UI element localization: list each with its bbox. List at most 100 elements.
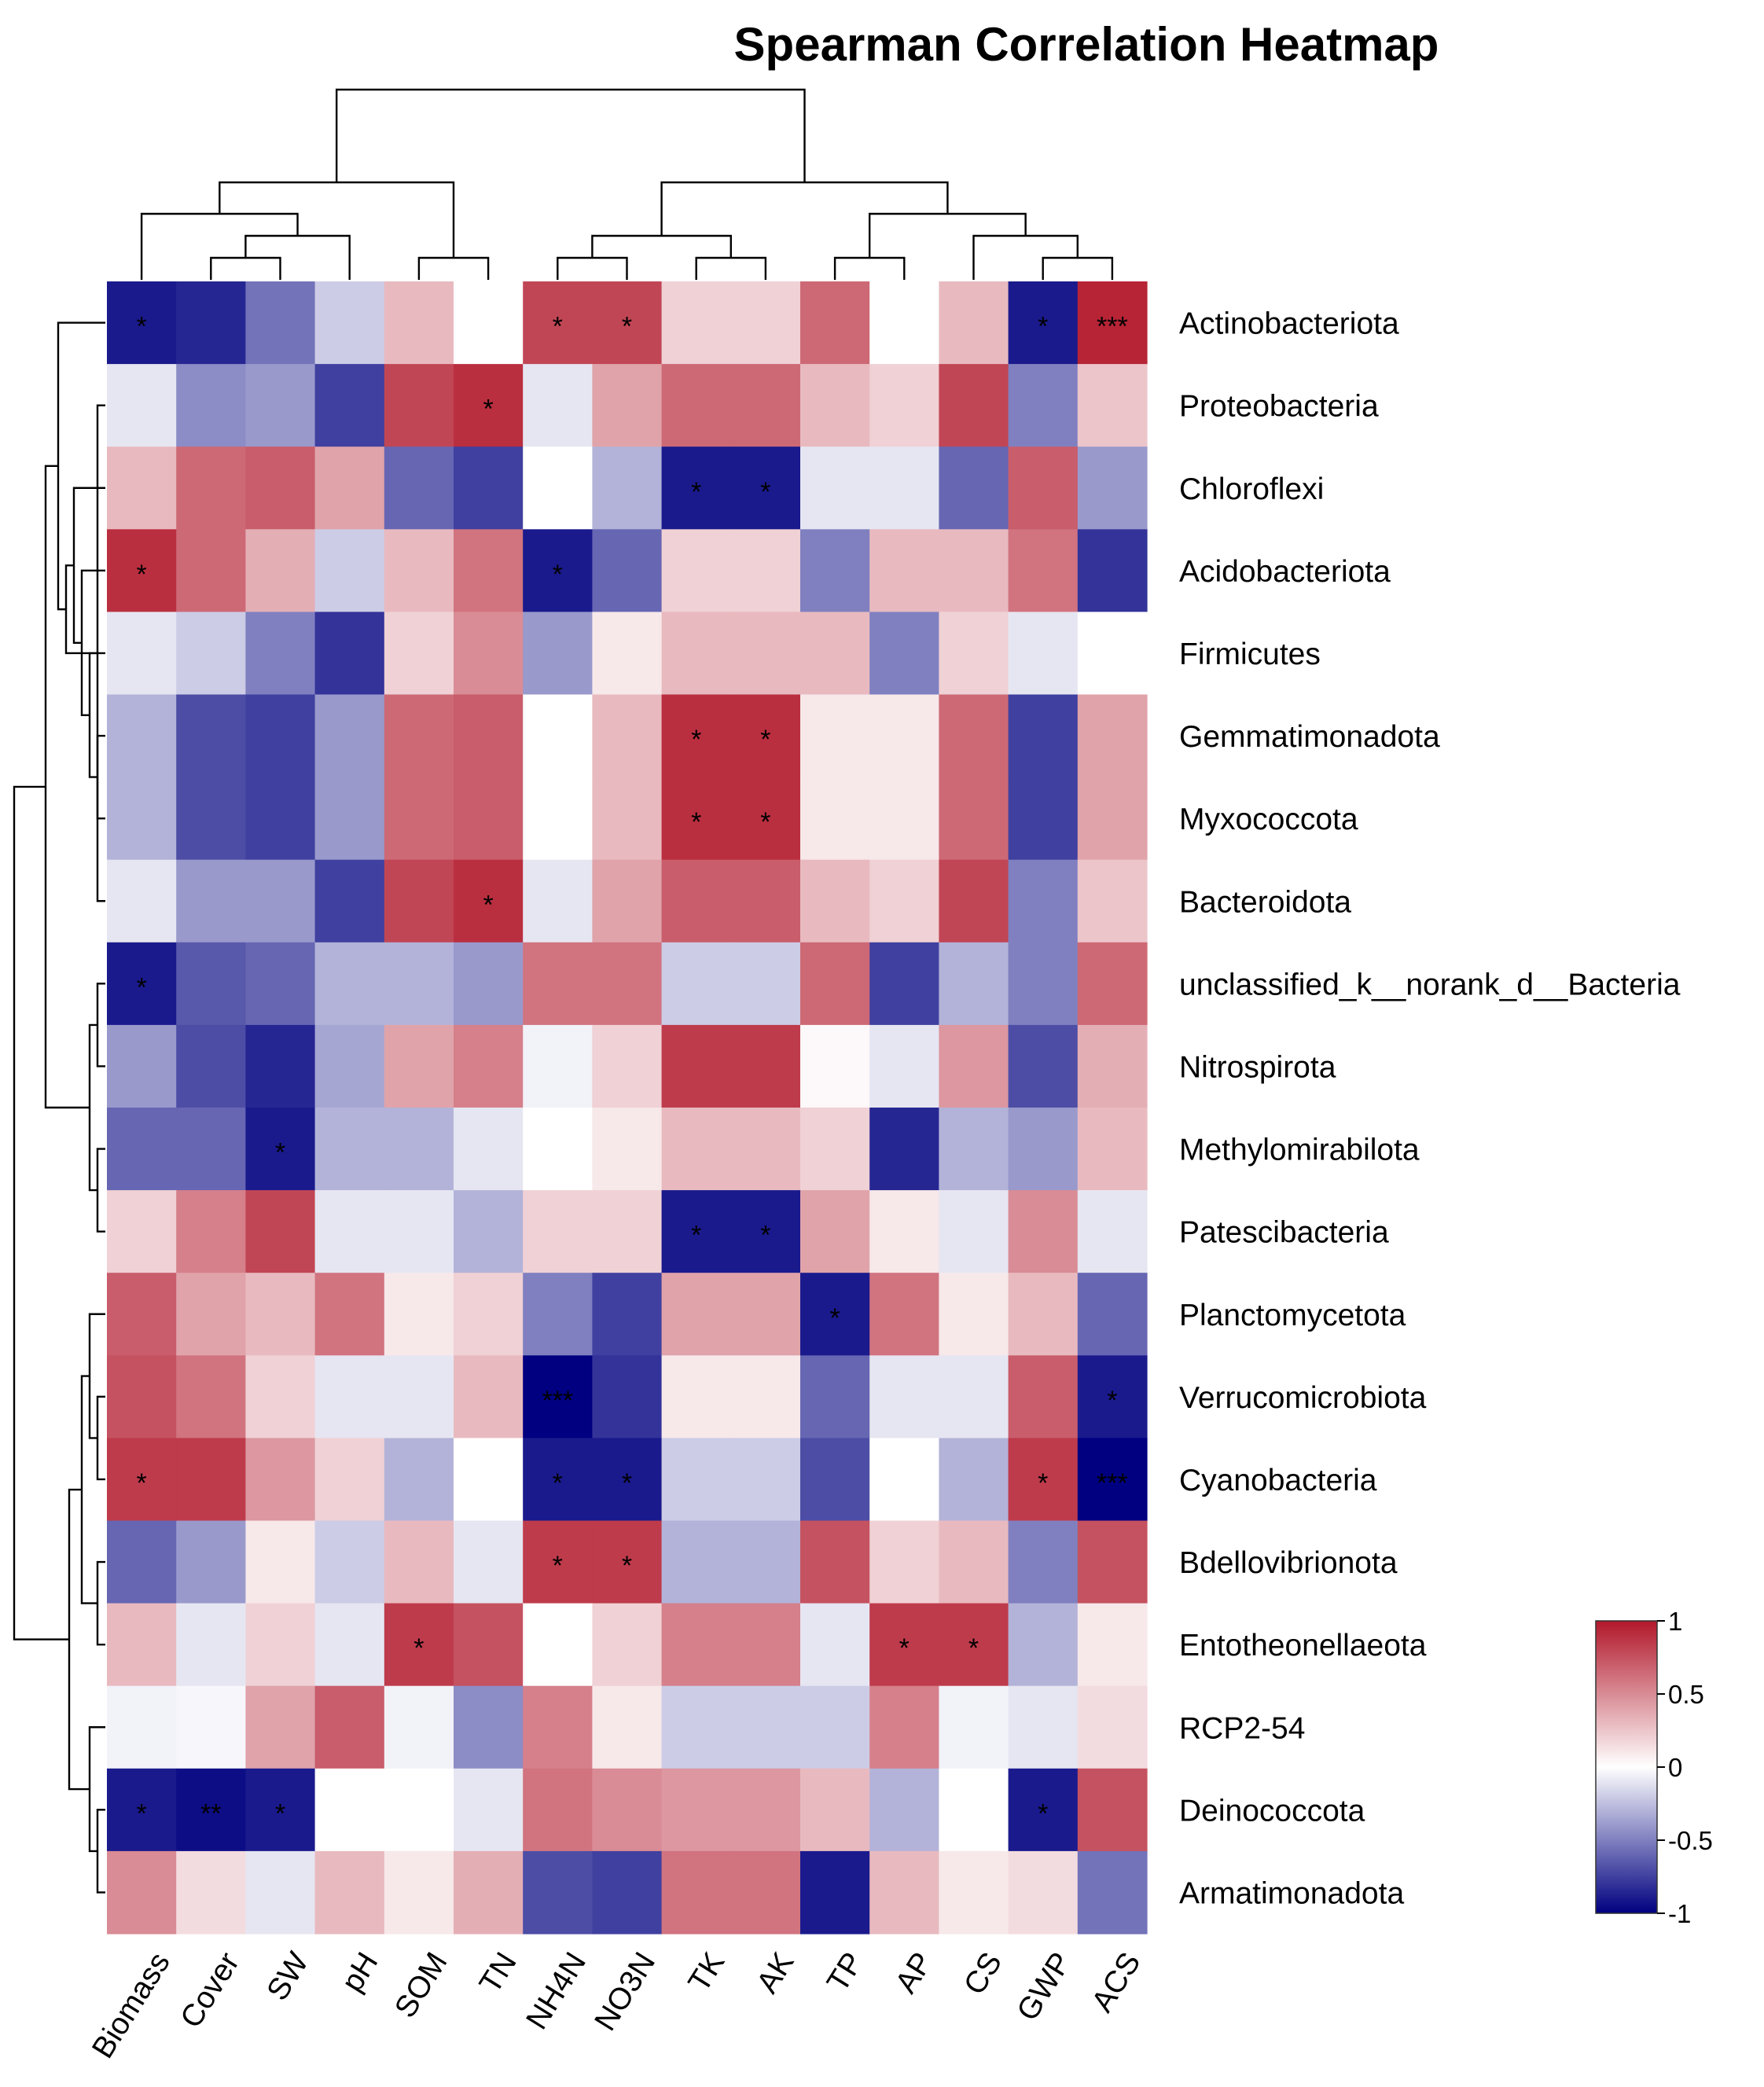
cell-nitrospirota-tk [661,1024,732,1108]
row-dendrogram-branch [96,734,105,820]
cell-firmicutes-acs [1077,612,1148,696]
colorbar-tick-label: 1 [1668,1607,1682,1636]
cell-nitrospirota-gwp [1008,1024,1079,1108]
cell-entotheonellaeota-tn [454,1603,524,1687]
significance-mark: *** [1097,312,1128,342]
cell-planctomycetota-acs [1077,1273,1148,1356]
heatmap-cells [107,281,1148,1935]
cell-nitrospirota-ap [869,1024,939,1108]
row-label-unclassified-k-norank-d-bacteria: unclassified_k__norank_d__Bacteria [1179,968,1681,1001]
cell-cyanobacteria-ap [869,1438,939,1522]
significance-mark: * [691,807,701,837]
cell-rcp2-54-no3n [592,1685,663,1769]
cell-verrucomicrobiota-tn [454,1355,524,1438]
cell-gemmatimonadota-nh4n [523,694,593,778]
significance-mark: * [275,1799,285,1828]
cell-cyanobacteria-acs [1077,1438,1148,1522]
column-dendrogram-branch [557,256,628,280]
row-label-proteobacteria: Proteobacteria [1179,390,1379,424]
cell-bdellovibrionota-cs [939,1520,1009,1604]
cell-armatimonadota-ap [869,1850,939,1935]
cell-actinobacteriota-som [384,281,454,365]
significance-mark: * [553,312,563,342]
cell-nitrospirota-som [384,1024,454,1108]
significance-mark: * [622,1551,632,1581]
cell-bacteroidota-ph [314,859,385,943]
column-label-no3n: NO3N [588,1946,662,2037]
cell-myxococcota-ap [869,777,939,861]
column-label-cover: Cover [174,1946,246,2034]
cell-actinobacteriota-acs [1077,281,1148,365]
cell-unclassified-k-norank-d-bacteria-tk [661,942,732,1026]
cell-bdellovibrionota-tk [661,1520,732,1604]
cell-unclassified-k-norank-d-bacteria-ph [314,942,385,1026]
cell-patescibacteria-ap [869,1190,939,1273]
cell-rcp2-54-gwp [1008,1685,1079,1769]
cell-proteobacteria-tn [454,364,524,447]
cell-armatimonadota-tn [454,1850,524,1935]
cell-nitrospirota-cs [939,1024,1009,1108]
cell-myxococcota-gwp [1008,777,1079,861]
significance-mark: * [760,1221,770,1251]
significance-mark: * [691,477,701,507]
cell-bdellovibrionota-ph [314,1520,385,1604]
cell-gemmatimonadota-som [384,694,454,778]
cell-bacteroidota-tk [661,859,732,943]
cell-bdellovibrionota-som [384,1520,454,1604]
cell-bacteroidota-ap [869,859,939,943]
cell-firmicutes-ap [869,612,939,696]
cell-patescibacteria-gwp [1008,1190,1079,1273]
cell-deinococcota-acs [1077,1768,1148,1852]
cell-proteobacteria-biomass [107,364,177,447]
cell-deinococcota-tn [454,1768,524,1852]
cell-bdellovibrionota-biomass [107,1520,177,1604]
cell-verrucomicrobiota-sw [245,1355,316,1438]
cell-verrucomicrobiota-som [384,1355,454,1438]
cell-armatimonadota-biomass [107,1850,177,1935]
cell-bacteroidota-cover [176,859,246,943]
cell-myxococcota-sw [245,777,316,861]
cell-proteobacteria-no3n [592,364,663,447]
cell-nitrospirota-biomass [107,1024,177,1108]
cell-planctomycetota-tn [454,1273,524,1356]
cell-methylomirabilota-ph [314,1108,385,1191]
cell-chloroflexi-tn [454,446,524,530]
cell-cyanobacteria-no3n [592,1438,663,1522]
cell-methylomirabilota-tk [661,1108,732,1191]
cell-rcp2-54-cs [939,1685,1009,1769]
cell-armatimonadota-ak [730,1850,801,1935]
cell-firmicutes-tk [661,612,732,696]
significance-mark: *** [542,1386,573,1416]
significance-mark: * [136,972,146,1002]
significance-mark: * [483,890,493,920]
colorbar-tick-label: -0.5 [1668,1826,1713,1855]
cell-bdellovibrionota-tp [800,1520,870,1604]
cell-myxococcota-som [384,777,454,861]
cell-chloroflexi-cover [176,446,246,530]
cell-myxococcota-tp [800,777,870,861]
cell-entotheonellaeota-tp [800,1603,870,1687]
significance-mark: * [553,1551,563,1581]
row-label-cyanobacteria: Cyanobacteria [1179,1464,1377,1497]
cell-firmicutes-sw [245,612,316,696]
cell-bdellovibrionota-tn [454,1520,524,1604]
cell-methylomirabilota-sw [245,1108,316,1191]
cell-deinococcota-ap [869,1768,939,1852]
significance-marks: * * * * ***** ** ** ** ***** ***** ** * * * **** ** * ** *… [136,312,1127,1829]
cell-methylomirabilota-tn [454,1108,524,1191]
cell-unclassified-k-norank-d-bacteria-no3n [592,942,663,1026]
column-label-acs: ACS [1086,1946,1148,2018]
cell-chloroflexi-tk [661,446,732,530]
row-label-rcp2-54: RCP2-54 [1179,1711,1305,1745]
significance-mark: * [136,1468,146,1498]
row-label-chloroflexi: Chloroflexi [1179,472,1324,506]
cell-deinococcota-no3n [592,1768,663,1852]
column-dendrogram-branch [660,181,949,236]
cell-verrucomicrobiota-nh4n [523,1355,593,1438]
cell-myxococcota-ph [314,777,385,861]
cell-patescibacteria-cover [176,1190,246,1273]
cell-verrucomicrobiota-cover [176,1355,246,1438]
cell-patescibacteria-nh4n [523,1190,593,1273]
cell-proteobacteria-som [384,364,454,447]
row-label-acidobacteriota: Acidobacteriota [1179,555,1391,589]
